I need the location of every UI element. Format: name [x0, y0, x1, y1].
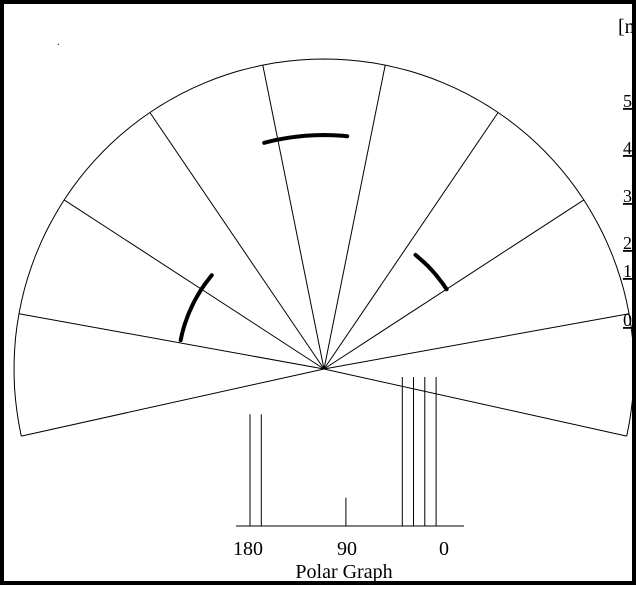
scale-tick-2: 2	[623, 233, 632, 253]
detections	[178, 132, 449, 343]
fan-ray-2	[323, 199, 585, 370]
scale-tick-1: 1	[623, 261, 632, 281]
fan-ray-9	[21, 368, 325, 437]
hist-label-90: 90	[337, 538, 357, 560]
angle-histogram	[236, 377, 464, 527]
scale-tick-4: 4	[623, 138, 632, 158]
polar-fan	[13, 58, 635, 437]
fan-ray-1	[323, 313, 630, 370]
detection-arc-0	[413, 252, 449, 292]
fan-ray-3	[323, 112, 499, 370]
fan-ray-7	[63, 199, 325, 370]
polar-graph-canvas: [m] 5 4 3 2 1 0 180 90 0 Polar Graph .	[13, 16, 636, 583]
scale-unit-label: [m]	[618, 16, 636, 38]
corner-mark: .	[57, 37, 60, 48]
fan-ray-0	[323, 368, 627, 437]
fan-ray-6	[149, 112, 325, 370]
graph-title: Polar Graph	[295, 561, 392, 583]
fan-ray-4	[323, 65, 386, 370]
scale-tick-5: 5	[623, 91, 632, 111]
fan-outer-arc	[13, 58, 635, 437]
detection-arc-1	[262, 132, 350, 145]
scale-tick-3: 3	[623, 186, 632, 206]
range-scale: [m] 5 4 3 2 1 0	[618, 16, 636, 384]
detection-arc-2	[178, 273, 214, 343]
fan-ray-5	[262, 65, 325, 370]
fan-ray-8	[18, 313, 325, 370]
hist-label-0: 0	[439, 538, 449, 560]
hist-label-180: 180	[233, 538, 263, 560]
scale-tick-0: 0	[623, 310, 632, 330]
